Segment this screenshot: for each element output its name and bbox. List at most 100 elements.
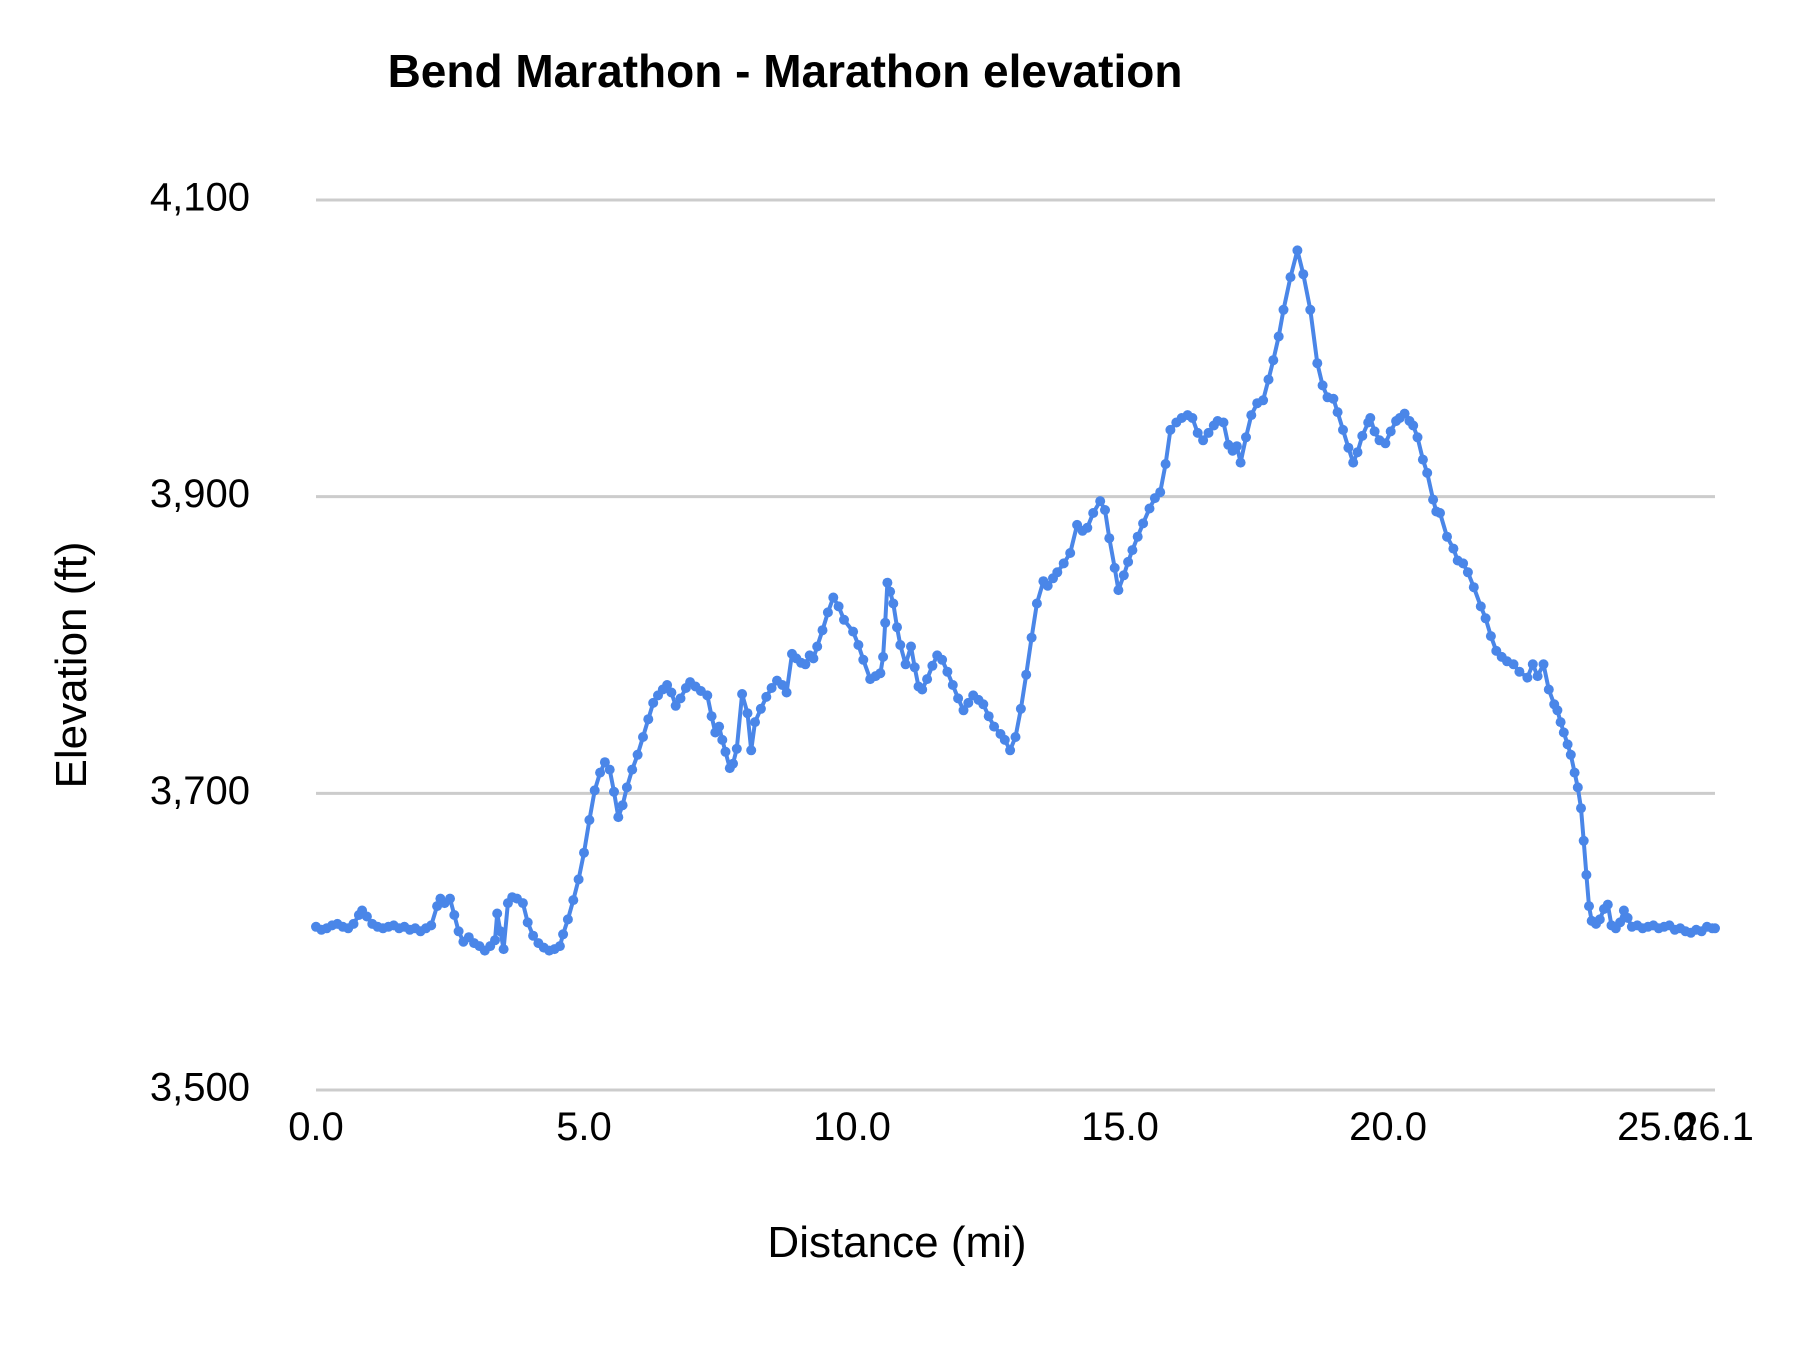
elevation-data-point — [1042, 580, 1053, 591]
elevation-data-point — [717, 734, 728, 745]
elevation-data-point — [888, 598, 899, 609]
y-tick-label-3900: 3,900 — [150, 472, 250, 516]
x-axis-title: Distance (mi) — [767, 1218, 1027, 1267]
elevation-data-point — [742, 708, 753, 719]
elevation-data-point — [1594, 914, 1605, 925]
elevation-data-point — [638, 732, 648, 742]
x-tick-label-0.0: 0.0 — [288, 1105, 344, 1149]
elevation-data-point — [1428, 494, 1439, 505]
elevation-data-point — [495, 926, 506, 937]
y-tick-label-4100: 4,100 — [150, 176, 250, 220]
elevation-data-point — [937, 654, 948, 665]
elevation-data-point — [1123, 556, 1134, 567]
y-axis-title: Elevation (ft) — [47, 541, 96, 789]
elevation-data-point — [643, 714, 654, 725]
y-tick-label-3500: 3,500 — [150, 1066, 250, 1110]
elevation-data-point — [942, 666, 953, 677]
elevation-data-point — [1475, 601, 1486, 612]
elevation-data-point — [882, 577, 893, 588]
elevation-data-point — [702, 690, 713, 701]
elevation-data-point — [1552, 705, 1563, 716]
elevation-data-point — [554, 941, 565, 952]
elevation-data-point — [1118, 570, 1129, 581]
elevation-data-point — [1581, 869, 1592, 880]
elevation-data-point — [1082, 522, 1093, 533]
elevation-data-point — [490, 935, 500, 946]
elevation-data-point — [1622, 912, 1633, 923]
elevation-data-point — [755, 703, 766, 714]
elevation-data-point — [1113, 585, 1124, 596]
elevation-data-point — [766, 683, 777, 693]
elevation-data-point — [1412, 432, 1423, 443]
elevation-data-point — [1380, 438, 1391, 449]
elevation-data-point — [833, 601, 844, 612]
elevation-data-point — [828, 592, 839, 603]
elevation-data-point — [1235, 457, 1246, 468]
elevation-data-point — [1408, 420, 1419, 431]
elevation-data-point — [1569, 767, 1580, 778]
elevation-data-point — [1268, 355, 1279, 366]
elevation-data-point — [983, 711, 994, 722]
elevation-series-line — [314, 248, 1717, 953]
elevation-data-point — [906, 641, 916, 652]
elevation-data-point — [1572, 782, 1583, 793]
elevation-data-point — [1010, 732, 1021, 742]
elevation-data-point — [1109, 562, 1120, 573]
elevation-data-point — [449, 910, 460, 920]
elevation-data-point — [1263, 374, 1274, 385]
elevation-data-point — [1100, 505, 1110, 515]
elevation-data-point — [1555, 717, 1566, 728]
elevation-data-point — [1258, 395, 1269, 406]
elevation-data-point — [885, 586, 896, 597]
elevation-data-point — [573, 874, 584, 885]
elevation-data-point — [875, 668, 886, 679]
elevation-data-point — [822, 607, 833, 618]
elevation-data-point — [839, 614, 849, 625]
elevation-data-point — [632, 749, 643, 760]
elevation-data-point — [1584, 901, 1594, 912]
elevation-data-point — [953, 693, 964, 704]
elevation-data-point — [617, 800, 628, 811]
elevation-data-point — [1357, 430, 1368, 441]
elevation-data-point — [453, 926, 464, 937]
elevation-data-point — [517, 898, 528, 909]
elevation-data-point — [666, 687, 677, 698]
elevation-data-point — [1618, 905, 1629, 916]
elevation-data-point — [1132, 531, 1143, 542]
elevation-data-point — [1422, 467, 1433, 478]
elevation-data-point — [595, 767, 606, 778]
x-tick-label-5.0: 5.0 — [556, 1105, 612, 1149]
elevation-data-point — [348, 918, 359, 929]
elevation-data-point — [1522, 672, 1533, 683]
elevation-data-point — [1385, 426, 1396, 437]
elevation-data-point — [1278, 304, 1289, 315]
elevation-data-point — [895, 640, 906, 650]
elevation-data-point — [675, 693, 686, 704]
x-tick-label-20.0: 20.0 — [1349, 1105, 1427, 1149]
elevation-data-point — [1160, 459, 1171, 469]
elevation-data-point — [1578, 835, 1589, 846]
elevation-data-point — [1203, 427, 1214, 438]
elevation-data-point — [1435, 508, 1445, 518]
elevation-data-point — [1312, 358, 1323, 369]
elevation-data-point — [1328, 393, 1339, 404]
elevation-data-point — [706, 711, 717, 722]
elevation-data-point — [1015, 703, 1026, 714]
elevation-data-point — [1298, 269, 1309, 280]
elevation-data-point — [1710, 923, 1720, 934]
elevation-data-point — [1052, 567, 1063, 578]
elevation-data-point — [562, 914, 573, 925]
elevation-data-point — [599, 757, 610, 768]
elevation-data-point — [853, 640, 864, 650]
elevation-data-point — [750, 717, 760, 728]
elevation-data-point — [922, 674, 933, 685]
elevation-data-point — [1246, 410, 1257, 421]
elevation-data-point — [812, 641, 823, 652]
elevation-data-point — [720, 746, 731, 757]
elevation-data-point — [1021, 669, 1032, 680]
elevation-data-point — [1448, 543, 1459, 554]
elevation-data-point — [900, 659, 911, 670]
elevation-data-point — [746, 745, 757, 756]
